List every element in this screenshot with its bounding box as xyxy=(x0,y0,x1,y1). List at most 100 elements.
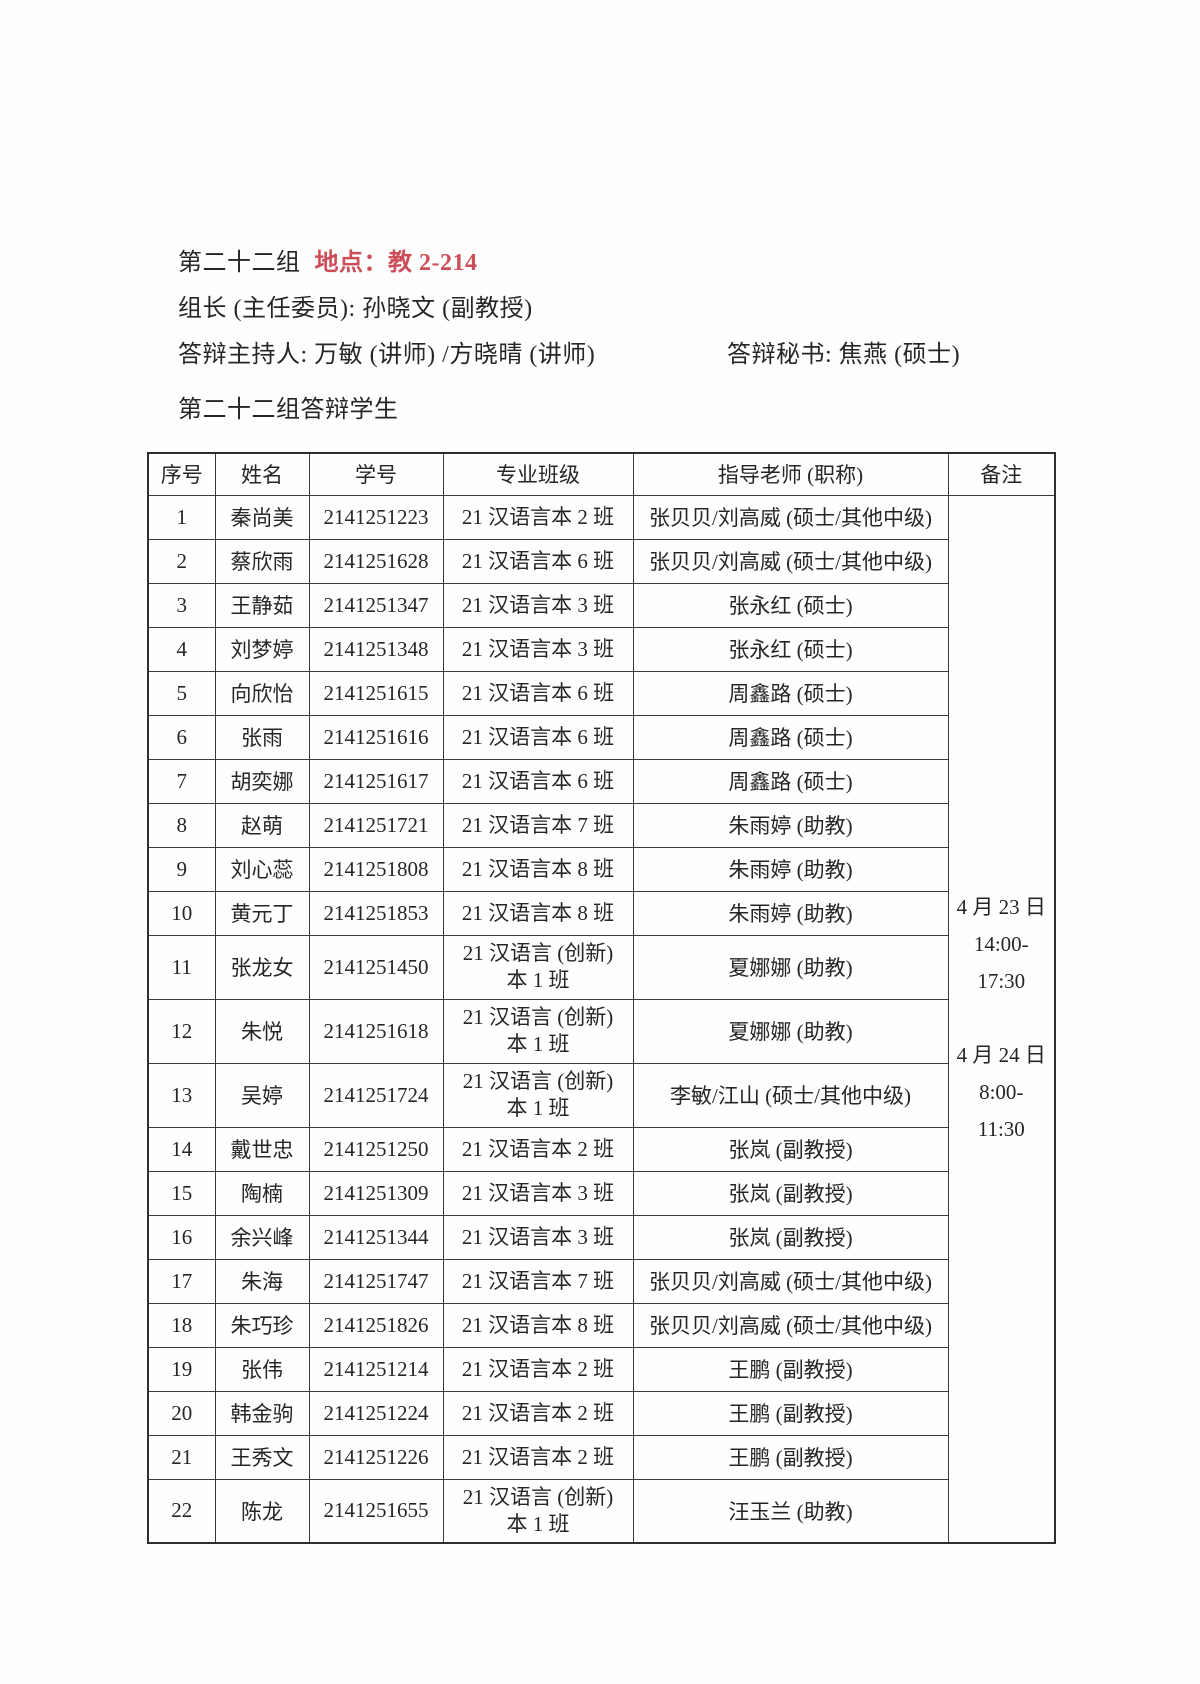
student-row: 7 胡奕娜 2141251617 21 汉语言本 6 班 周鑫路 (硕士) xyxy=(147,758,1055,804)
cell-class: 21 汉语言本 6 班 xyxy=(442,714,634,760)
cell-advisor: 张永红 (硕士) xyxy=(632,626,949,672)
cell-student-id: 2141251348 xyxy=(308,626,444,672)
cell-advisor: 王鹏 (副教授) xyxy=(632,1346,949,1392)
student-row: 20 韩金驹 2141251224 21 汉语言本 2 班 王鹏 (副教授) xyxy=(147,1390,1055,1436)
cell-no: 7 xyxy=(147,758,216,804)
cell-student-id: 2141251826 xyxy=(308,1302,444,1348)
cell-class: 21 汉语言本 2 班 xyxy=(442,1126,634,1172)
cell-advisor: 朱雨婷 (助教) xyxy=(632,846,949,892)
cell-advisor: 周鑫路 (硕士) xyxy=(632,758,949,804)
cell-advisor: 周鑫路 (硕士) xyxy=(632,670,949,716)
cell-advisor: 汪玉兰 (助教) xyxy=(632,1478,949,1544)
student-row: 9 刘心蕊 2141251808 21 汉语言本 8 班 朱雨婷 (助教) xyxy=(147,846,1055,892)
cell-advisor: 王鹏 (副教授) xyxy=(632,1434,949,1480)
cell-class: 21 汉语言本 6 班 xyxy=(442,758,634,804)
cell-advisor: 朱雨婷 (助教) xyxy=(632,802,949,848)
cell-no: 5 xyxy=(147,670,216,716)
cell-name: 张伟 xyxy=(214,1346,310,1392)
cell-student-id: 2141251347 xyxy=(308,582,444,628)
student-row: 14 戴世忠 2141251250 21 汉语言本 2 班 张岚 (副教授) xyxy=(147,1126,1055,1172)
cell-class: 21 汉语言本 7 班 xyxy=(442,802,634,848)
cell-name: 张龙女 xyxy=(214,934,310,1000)
cell-advisor: 王鹏 (副教授) xyxy=(632,1390,949,1436)
cell-student-id: 2141251655 xyxy=(308,1478,444,1544)
cell-class: 21 汉语言 (创新) 本 1 班 xyxy=(442,934,634,1000)
cell-student-id: 2141251724 xyxy=(308,1062,444,1128)
students-table-body: 1 秦尚美 2141251223 21 汉语言本 2 班 张贝贝/刘高威 (硕士… xyxy=(147,494,1056,1544)
cell-name: 朱悦 xyxy=(214,998,310,1064)
document-headings: 第二十二组 地点：教 2-214 组长 (主任委员): 孙晓文 (副教授) 答辩主… xyxy=(178,240,1160,434)
cell-no: 2 xyxy=(147,538,216,584)
cell-student-id: 2141251344 xyxy=(308,1214,444,1260)
cell-name: 黄元丁 xyxy=(214,890,310,936)
header-cell-student-id: 学号 xyxy=(308,452,444,496)
header-cell-remark: 备注 xyxy=(947,452,1056,496)
cell-class: 21 汉语言本 8 班 xyxy=(442,890,634,936)
cell-student-id: 2141251224 xyxy=(308,1390,444,1436)
cell-name: 蔡欣雨 xyxy=(214,538,310,584)
location-label: 地点：教 2-214 xyxy=(314,250,478,276)
cell-name: 朱海 xyxy=(214,1258,310,1304)
header-cell-name: 姓名 xyxy=(214,452,310,496)
cell-student-id: 2141251214 xyxy=(308,1346,444,1392)
cell-student-id: 2141251450 xyxy=(308,934,444,1000)
student-row: 18 朱巧珍 2141251826 21 汉语言本 8 班 张贝贝/刘高威 (硕… xyxy=(147,1302,1055,1348)
remark-cell: 4 月 23 日 14:00- 17:30 4 月 24 日 8:00- 11:… xyxy=(947,494,1056,1544)
student-row: 21 王秀文 2141251226 21 汉语言本 2 班 王鹏 (副教授) xyxy=(147,1434,1055,1480)
cell-class: 21 汉语言本 3 班 xyxy=(442,1170,634,1216)
cell-class: 21 汉语言本 7 班 xyxy=(442,1258,634,1304)
cell-name: 余兴峰 xyxy=(214,1214,310,1260)
header-cell-no: 序号 xyxy=(147,452,216,496)
cell-no: 21 xyxy=(147,1434,216,1480)
cell-student-id: 2141251618 xyxy=(308,998,444,1064)
cell-student-id: 2141251223 xyxy=(308,494,444,540)
cell-student-id: 2141251615 xyxy=(308,670,444,716)
cell-name: 胡奕娜 xyxy=(214,758,310,804)
student-row: 8 赵萌 2141251721 21 汉语言本 7 班 朱雨婷 (助教) xyxy=(147,802,1055,848)
cell-advisor: 张永红 (硕士) xyxy=(632,582,949,628)
group-title-line: 第二十二组 地点：教 2-214 xyxy=(178,240,1160,286)
cell-no: 9 xyxy=(147,846,216,892)
cell-class: 21 汉语言 (创新) 本 1 班 xyxy=(442,1062,634,1128)
cell-name: 朱巧珍 xyxy=(214,1302,310,1348)
cell-advisor: 张岚 (副教授) xyxy=(632,1126,949,1172)
cell-class: 21 汉语言本 3 班 xyxy=(442,582,634,628)
cell-student-id: 2141251250 xyxy=(308,1126,444,1172)
cell-class: 21 汉语言 (创新) 本 1 班 xyxy=(442,998,634,1064)
cell-no: 19 xyxy=(147,1346,216,1392)
cell-no: 12 xyxy=(147,998,216,1064)
cell-class: 21 汉语言本 3 班 xyxy=(442,626,634,672)
host-line: 答辩主持人: 万敏 (讲师) /方晓晴 (讲师) xyxy=(178,342,596,368)
cell-student-id: 2141251309 xyxy=(308,1170,444,1216)
cell-no: 10 xyxy=(147,890,216,936)
students-table: 序号 姓名 学号 专业班级 指导老师 (职称) 备注 1 秦尚美 2141251… xyxy=(147,452,1056,1544)
student-row: 19 张伟 2141251214 21 汉语言本 2 班 王鹏 (副教授) xyxy=(147,1346,1055,1392)
cell-advisor: 张岚 (副教授) xyxy=(632,1170,949,1216)
table-caption: 第二十二组答辩学生 xyxy=(178,397,399,423)
cell-name: 戴世忠 xyxy=(214,1126,310,1172)
student-row: 6 张雨 2141251616 21 汉语言本 6 班 周鑫路 (硕士) xyxy=(147,714,1055,760)
student-row: 1 秦尚美 2141251223 21 汉语言本 2 班 张贝贝/刘高威 (硕士… xyxy=(147,494,1056,1544)
cell-student-id: 2141251617 xyxy=(308,758,444,804)
cell-advisor: 夏娜娜 (助教) xyxy=(632,934,949,1000)
cell-advisor: 周鑫路 (硕士) xyxy=(632,714,949,760)
student-row: 15 陶楠 2141251309 21 汉语言本 3 班 张岚 (副教授) xyxy=(147,1170,1055,1216)
cell-advisor: 朱雨婷 (助教) xyxy=(632,890,949,936)
cell-class: 21 汉语言本 6 班 xyxy=(442,670,634,716)
cell-advisor: 李敏/江山 (硕士/其他中级) xyxy=(632,1062,949,1128)
student-row: 22 陈龙 2141251655 21 汉语言 (创新) 本 1 班 汪玉兰 (… xyxy=(147,1478,1055,1544)
cell-no: 6 xyxy=(147,714,216,760)
cell-student-id: 2141251808 xyxy=(308,846,444,892)
cell-advisor: 张岚 (副教授) xyxy=(632,1214,949,1260)
header-cell-advisor: 指导老师 (职称) xyxy=(632,452,949,496)
cell-student-id: 2141251721 xyxy=(308,802,444,848)
student-row: 17 朱海 2141251747 21 汉语言本 7 班 张贝贝/刘高威 (硕士… xyxy=(147,1258,1055,1304)
cell-class: 21 汉语言本 2 班 xyxy=(442,494,634,540)
cell-student-id: 2141251616 xyxy=(308,714,444,760)
cell-class: 21 汉语言本 6 班 xyxy=(442,538,634,584)
header-cell-class: 专业班级 xyxy=(442,452,634,496)
cell-no: 13 xyxy=(147,1062,216,1128)
host-secretary-line: 答辩主持人: 万敏 (讲师) /方晓晴 (讲师) 答辩秘书: 焦燕 (硕士) xyxy=(178,332,1160,378)
cell-name: 刘心蕊 xyxy=(214,846,310,892)
cell-name: 韩金驹 xyxy=(214,1390,310,1436)
